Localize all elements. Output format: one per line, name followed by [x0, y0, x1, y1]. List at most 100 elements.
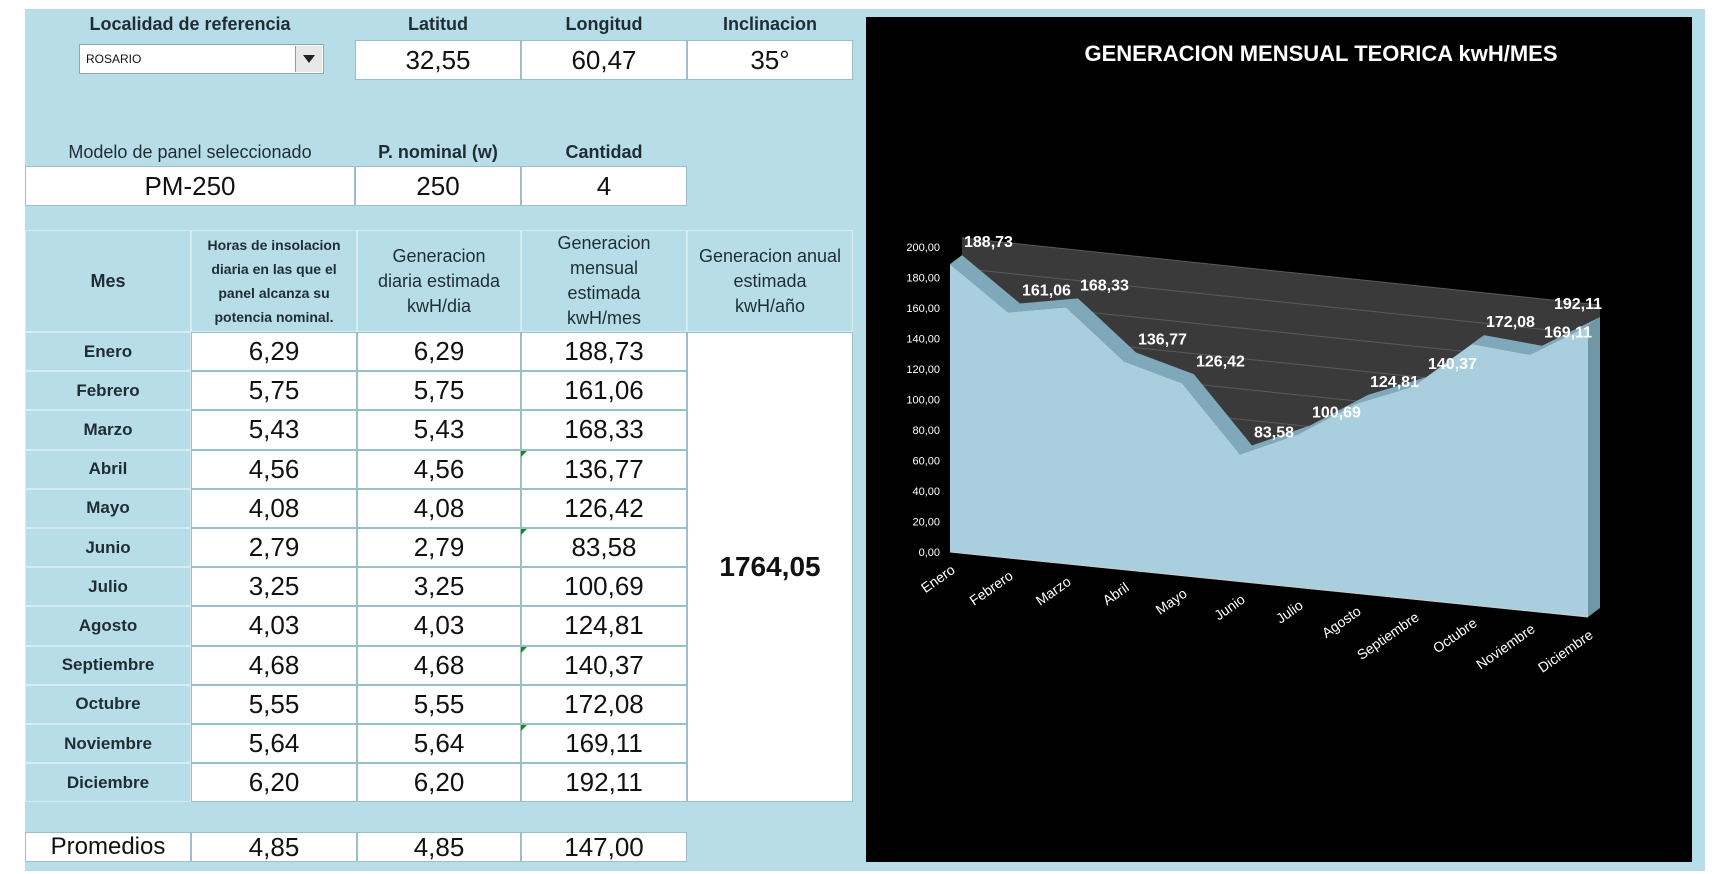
comment-indicator-icon [521, 646, 527, 653]
y-tick-label: 60,00 [912, 456, 940, 468]
location-dropdown[interactable]: ROSARIO [79, 44, 324, 74]
x-tick-label: Octubre [1430, 614, 1480, 656]
daily-cell[interactable]: 6,29 [357, 332, 521, 372]
panel-power-value[interactable]: 250 [355, 166, 521, 206]
y-tick-label: 0,00 [919, 547, 940, 559]
monthly-cell[interactable]: 136,77 [521, 449, 687, 489]
hours-cell[interactable]: 3,25 [191, 567, 357, 607]
location-header: Localidad de referencia [25, 9, 355, 39]
avg-monthly-value[interactable]: 147,00 [521, 832, 687, 862]
area-series [950, 264, 1588, 617]
x-axis-line [949, 551, 1589, 618]
daily-cell[interactable]: 2,79 [357, 528, 521, 568]
daily-cell[interactable]: 5,75 [357, 371, 521, 411]
monthly-cell[interactable]: 100,69 [521, 567, 687, 607]
location-selected: ROSARIO [86, 52, 142, 66]
daily-cell[interactable]: 5,55 [357, 684, 521, 724]
comment-indicator-icon [521, 450, 527, 457]
daily-cell[interactable]: 5,64 [357, 724, 521, 764]
y-tick-label: 100,00 [906, 395, 940, 407]
inclination-value[interactable]: 35° [687, 40, 853, 80]
x-tick-label: Junio [1211, 591, 1248, 623]
monthly-cell[interactable]: 124,81 [521, 606, 687, 646]
monthly-cell[interactable]: 140,37 [521, 645, 687, 685]
y-tick-label: 180,00 [906, 273, 940, 285]
col-header-annual: Generacion anual estimada kwH/año [687, 230, 853, 332]
avg-hours-value[interactable]: 4,85 [191, 832, 357, 862]
month-label: Diciembre [25, 763, 191, 803]
hours-cell[interactable]: 2,79 [191, 528, 357, 568]
x-tick-label: Febrero [966, 567, 1016, 608]
monthly-generation-chart: GENERACION MENSUAL TEORICA kwH/MES 0,00 2… [866, 17, 1692, 862]
x-tick-label: Abril [1100, 579, 1132, 608]
hours-cell[interactable]: 6,20 [191, 763, 357, 803]
latitude-value[interactable]: 32,55 [355, 40, 521, 80]
panel-qty-value[interactable]: 4 [521, 166, 687, 206]
hours-cell[interactable]: 4,56 [191, 449, 357, 489]
area-end-face [1588, 316, 1600, 617]
monthly-cell[interactable]: 172,08 [521, 684, 687, 724]
panel-power-header: P. nominal (w) [355, 137, 521, 167]
y-tick-label: 200,00 [906, 242, 940, 254]
comment-indicator-icon [521, 529, 527, 535]
x-tick-label: Marzo [1033, 573, 1074, 609]
data-label: 140,37 [1428, 356, 1477, 373]
col-header-daily: Generacion diaria estimada kwH/dia [357, 230, 521, 332]
data-label: 126,42 [1196, 353, 1245, 370]
data-label: 172,08 [1486, 314, 1535, 331]
dropdown-arrow-icon[interactable] [295, 46, 322, 72]
gridline [961, 237, 1601, 306]
monthly-cell[interactable]: 161,06 [521, 371, 687, 411]
month-label: Enero [25, 332, 191, 372]
panel-qty-header: Cantidad [521, 137, 687, 167]
latitude-header: Latitud [355, 9, 521, 39]
monthly-cell[interactable]: 168,33 [521, 410, 687, 450]
longitude-value[interactable]: 60,47 [521, 40, 687, 80]
x-tick-label: Agosto [1319, 603, 1364, 641]
x-tick-label: Julio [1273, 597, 1306, 627]
daily-cell[interactable]: 3,25 [357, 567, 521, 607]
month-label: Agosto [25, 606, 191, 646]
daily-cell[interactable]: 5,43 [357, 410, 521, 450]
x-tick-label: Noviembre [1473, 620, 1538, 672]
col-header-hours: Horas de insolacion diaria en las que el… [191, 230, 357, 332]
monthly-cell[interactable]: 188,73 [521, 332, 687, 372]
longitude-header: Longitud [521, 9, 687, 39]
hours-cell[interactable]: 6,29 [191, 332, 357, 372]
daily-cell[interactable]: 4,03 [357, 606, 521, 646]
annual-total-value[interactable]: 1764,05 [687, 332, 853, 802]
daily-cell[interactable]: 4,68 [357, 645, 521, 685]
y-tick-label: 160,00 [906, 303, 940, 315]
monthly-cell[interactable]: 126,42 [521, 488, 687, 528]
hours-cell[interactable]: 5,43 [191, 410, 357, 450]
x-tick-label: Septiembre [1354, 609, 1422, 663]
col-header-month: Mes [25, 230, 191, 332]
data-label: 188,73 [964, 234, 1013, 251]
y-tick-label: 40,00 [912, 486, 940, 498]
month-label: Marzo [25, 410, 191, 450]
daily-cell[interactable]: 6,20 [357, 763, 521, 803]
monthly-cell[interactable]: 83,58 [521, 528, 687, 568]
month-label: Mayo [25, 488, 191, 528]
hours-cell[interactable]: 4,03 [191, 606, 357, 646]
daily-cell[interactable]: 4,08 [357, 488, 521, 528]
data-label: 124,81 [1370, 374, 1419, 391]
hours-cell[interactable]: 5,75 [191, 371, 357, 411]
month-label: Noviembre [25, 724, 191, 764]
daily-cell[interactable]: 4,56 [357, 449, 521, 489]
hours-cell[interactable]: 4,08 [191, 488, 357, 528]
hours-cell[interactable]: 4,68 [191, 645, 357, 685]
panel-model-header: Modelo de panel seleccionado [25, 137, 355, 167]
data-label: 192,11 [1554, 296, 1602, 313]
data-label: 100,69 [1312, 404, 1361, 421]
chart-title: GENERACION MENSUAL TEORICA kwH/MES [1084, 41, 1557, 66]
data-label: 169,11 [1544, 325, 1592, 342]
panel-model-value[interactable]: PM-250 [25, 166, 355, 206]
monthly-cell[interactable]: 169,11 [521, 724, 687, 764]
monthly-cell[interactable]: 192,11 [521, 763, 687, 803]
avg-daily-value[interactable]: 4,85 [357, 832, 521, 862]
hours-cell[interactable]: 5,64 [191, 724, 357, 764]
y-tick-label: 120,00 [906, 364, 940, 376]
chart-svg: GENERACION MENSUAL TEORICA kwH/MES 0,00 2… [906, 41, 1602, 676]
hours-cell[interactable]: 5,55 [191, 684, 357, 724]
